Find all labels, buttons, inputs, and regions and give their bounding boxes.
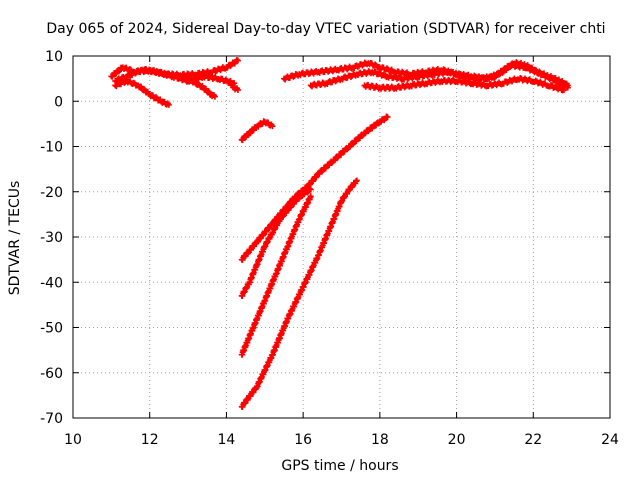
series-arc-early-e [227, 80, 241, 93]
data-point [564, 84, 571, 91]
x-tick-label: 14 [218, 432, 236, 448]
data-point [307, 186, 314, 193]
data-point [205, 88, 212, 95]
data-point [307, 193, 314, 200]
data-point [372, 61, 379, 68]
data-point [384, 114, 391, 121]
y-tick-label: -10 [40, 140, 63, 156]
series-arc-early-d [177, 73, 218, 100]
x-tick-label: 10 [64, 432, 82, 448]
y-tick-label: -60 [40, 366, 63, 382]
series-arc-late-b [307, 61, 571, 91]
x-tick-label: 24 [601, 432, 619, 448]
data-point [491, 74, 498, 81]
data-point [152, 94, 159, 101]
data-point [165, 101, 172, 108]
axis-ticks: 10 12 14 16 18 20 22 24 -70 -60 -50 -40 -30 -20 -10 0 10 [40, 49, 619, 448]
data-point [195, 80, 202, 87]
x-tick-label: 20 [448, 432, 466, 448]
y-tick-label: 10 [45, 49, 63, 65]
data-point [211, 93, 218, 100]
x-tick-label: 18 [371, 432, 389, 448]
data-point [132, 70, 139, 77]
series-track-2 [238, 185, 314, 299]
series-track-1 [238, 113, 391, 263]
grid-lines [73, 56, 610, 418]
data-point [140, 85, 147, 92]
data-point [353, 177, 360, 184]
series-arc-early-c [112, 77, 172, 108]
chart-title: Day 065 of 2024, Sidereal Day-to-day VTE… [46, 21, 605, 37]
series-arc-early-b [112, 66, 238, 87]
x-tick-label: 16 [294, 432, 312, 448]
x-axis-label: GPS time / hours [281, 458, 398, 474]
y-axis-label: SDTVAR / TECUs [7, 181, 23, 296]
data-points [108, 56, 571, 410]
data-point [319, 168, 326, 175]
x-tick-label: 22 [524, 432, 542, 448]
y-tick-label: -50 [40, 321, 63, 337]
data-point [560, 86, 567, 93]
series-arc-short [238, 118, 276, 144]
series-track-3 [238, 193, 314, 358]
series-arc-late-c [361, 75, 567, 94]
data-point [234, 57, 241, 64]
data-point [234, 86, 241, 93]
y-tick-label: -40 [40, 275, 63, 291]
x-tick-label: 12 [141, 432, 159, 448]
series-track-4 [238, 177, 360, 410]
data-point [269, 123, 276, 130]
y-tick-label: -70 [40, 411, 63, 427]
y-tick-label: -30 [40, 230, 63, 246]
y-tick-label: 0 [54, 94, 63, 110]
y-tick-label: -20 [40, 185, 63, 201]
